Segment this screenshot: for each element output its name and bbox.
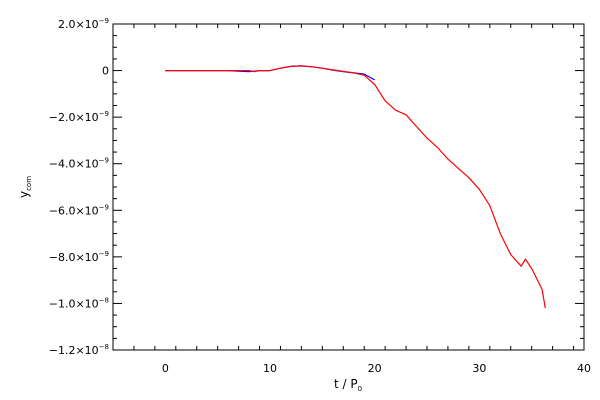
y-tick-exponent: −8 [99, 296, 109, 304]
x-axis-label-main: t / P [334, 377, 358, 391]
x-axis-ticks: 0 10 20 30 40 [112, 24, 591, 375]
y-tick-base: ×10 [75, 251, 98, 264]
y-axis-label-subscript: com [25, 176, 33, 191]
x-tick-label: 20 [368, 362, 382, 375]
series-layer [165, 65, 546, 309]
series-line-1 [165, 65, 375, 81]
x-tick-label: 40 [577, 362, 591, 375]
y-tick-label: −1.2×10−8 [49, 343, 109, 357]
y-tick-base: ×10 [75, 158, 98, 171]
y-tick-base: ×10 [75, 18, 98, 31]
y-tick-label: 0 [102, 65, 109, 78]
y-axis-label: ycom [17, 176, 33, 198]
y-tick-mantissa: −4.0 [49, 158, 76, 171]
y-tick-label: −2.0×10−9 [49, 110, 109, 124]
y-tick-base: ×10 [75, 204, 98, 217]
y-tick-base: ×10 [75, 111, 98, 124]
y-tick-mantissa: −1.2 [49, 344, 76, 357]
x-tick-label: 0 [162, 362, 169, 375]
y-tick-mantissa: −8.0 [49, 251, 76, 264]
y-tick-mantissa: 0 [102, 65, 109, 78]
y-tick-mantissa: −6.0 [49, 204, 76, 217]
y-tick-base: ×10 [75, 344, 98, 357]
y-axis-ticks: 2.0×10−90−2.0×10−9−4.0×10−9−6.0×10−9−8.0… [49, 17, 584, 357]
y-tick-exponent: −9 [99, 110, 109, 118]
y-tick-label: −8.0×10−9 [49, 250, 109, 264]
x-tick-label: 30 [472, 362, 486, 375]
y-tick-mantissa: −1.0 [49, 297, 76, 310]
y-tick-label: −1.0×10−8 [49, 296, 109, 310]
y-tick-mantissa: 2.0 [58, 18, 76, 31]
y-tick-exponent: −9 [99, 157, 109, 165]
y-tick-base: ×10 [75, 297, 98, 310]
series-line-2 [165, 65, 546, 309]
y-tick-exponent: −9 [99, 203, 109, 211]
x-axis-label-subscript: 0 [358, 385, 362, 393]
y-tick-mantissa: −2.0 [49, 111, 76, 124]
x-tick-label: 10 [263, 362, 277, 375]
y-axis-label-main: y [17, 191, 31, 198]
y-tick-exponent: −8 [99, 343, 109, 351]
x-axis-label: t / P0 [334, 377, 362, 393]
y-tick-exponent: −9 [99, 250, 109, 258]
y-tick-label: −6.0×10−9 [49, 203, 109, 217]
y-tick-exponent: −9 [99, 17, 109, 25]
y-tick-label: 2.0×10−9 [58, 17, 109, 31]
y-tick-label: −4.0×10−9 [49, 157, 109, 171]
